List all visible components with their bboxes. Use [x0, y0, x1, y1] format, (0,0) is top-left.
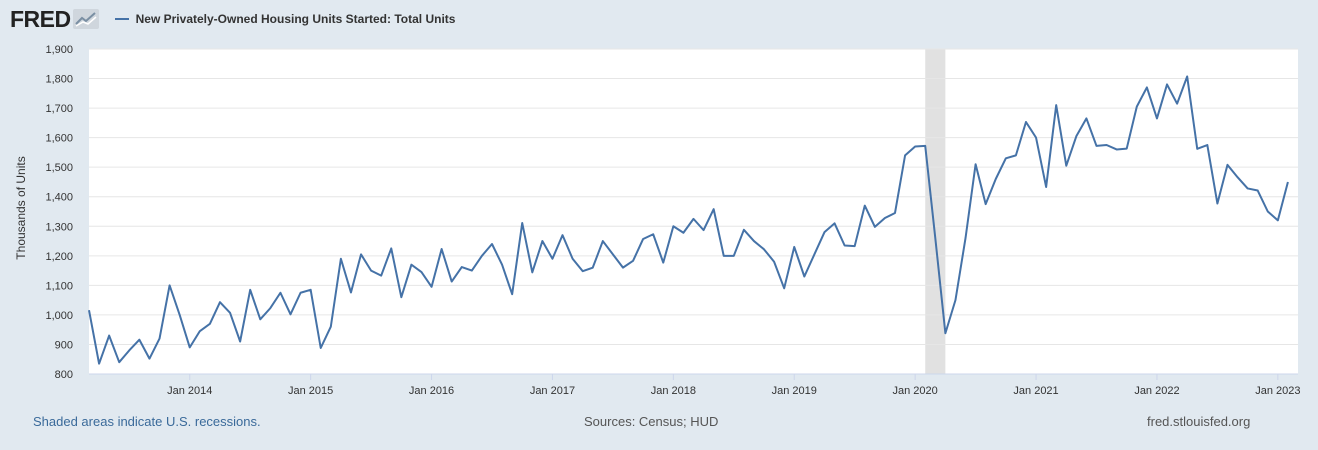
y-tick-label: 900	[55, 339, 73, 351]
line-chart[interactable]: 800 900 1,000 1,100 1,200 1,300 1,400 1,500 1,60…	[0, 36, 1318, 410]
x-tick-label: Jan 2014	[167, 385, 212, 397]
x-tick-label: Jan 2018	[651, 385, 696, 397]
plot-area: 800 900 1,000 1,100 1,200 1,300 1,400 1,500 1,60…	[45, 44, 1300, 397]
y-tick-label: 1,500	[45, 162, 73, 174]
legend-label: New Privately-Owned Housing Units Starte…	[135, 12, 456, 26]
legend[interactable]: New Privately-Owned Housing Units Starte…	[114, 12, 456, 26]
y-tick-label: 1,700	[45, 103, 73, 115]
x-tick-label: Jan 2023	[1255, 385, 1300, 397]
x-tick-label: Jan 2020	[893, 385, 938, 397]
sources-text: Sources: Census; HUD	[584, 414, 719, 429]
line-chart-icon	[72, 9, 99, 29]
fred-logo[interactable]: FRED	[10, 6, 99, 33]
y-tick-label: 1,400	[45, 192, 73, 204]
x-tick-label: Jan 2021	[1013, 385, 1058, 397]
plot-background	[89, 49, 1298, 374]
y-tick-label: 1,100	[45, 280, 73, 292]
legend-swatch	[114, 18, 129, 20]
fred-logo-text: FRED	[10, 5, 71, 32]
x-tick-label: Jan 2019	[772, 385, 817, 397]
x-tick-label: Jan 2017	[530, 385, 575, 397]
x-tick-label: Jan 2022	[1134, 385, 1179, 397]
y-tick-label: 1,600	[45, 133, 73, 145]
series-line	[88, 75, 1289, 365]
y-tick-label: 1,300	[45, 221, 73, 233]
x-tick-label: Jan 2015	[288, 385, 333, 397]
y-tick-label: 1,900	[45, 44, 73, 56]
y-tick-label: 1,800	[45, 74, 73, 86]
recession-note-link[interactable]: Shaded areas indicate U.S. recessions.	[33, 414, 261, 429]
y-tick-label: 1,200	[45, 251, 73, 263]
y-tick-label: 1,000	[45, 310, 73, 322]
x-tick-label: Jan 2016	[409, 385, 454, 397]
chart-header: FRED New Privately-Owned Housing Units S…	[10, 6, 455, 32]
y-tick-label: 800	[55, 369, 73, 381]
y-axis-title: Thousands of Units	[14, 156, 28, 259]
chart-footer: Shaded areas indicate U.S. recessions. S…	[0, 414, 1318, 434]
recession-shade	[925, 49, 946, 374]
site-link[interactable]: fred.stlouisfed.org	[1147, 414, 1251, 429]
